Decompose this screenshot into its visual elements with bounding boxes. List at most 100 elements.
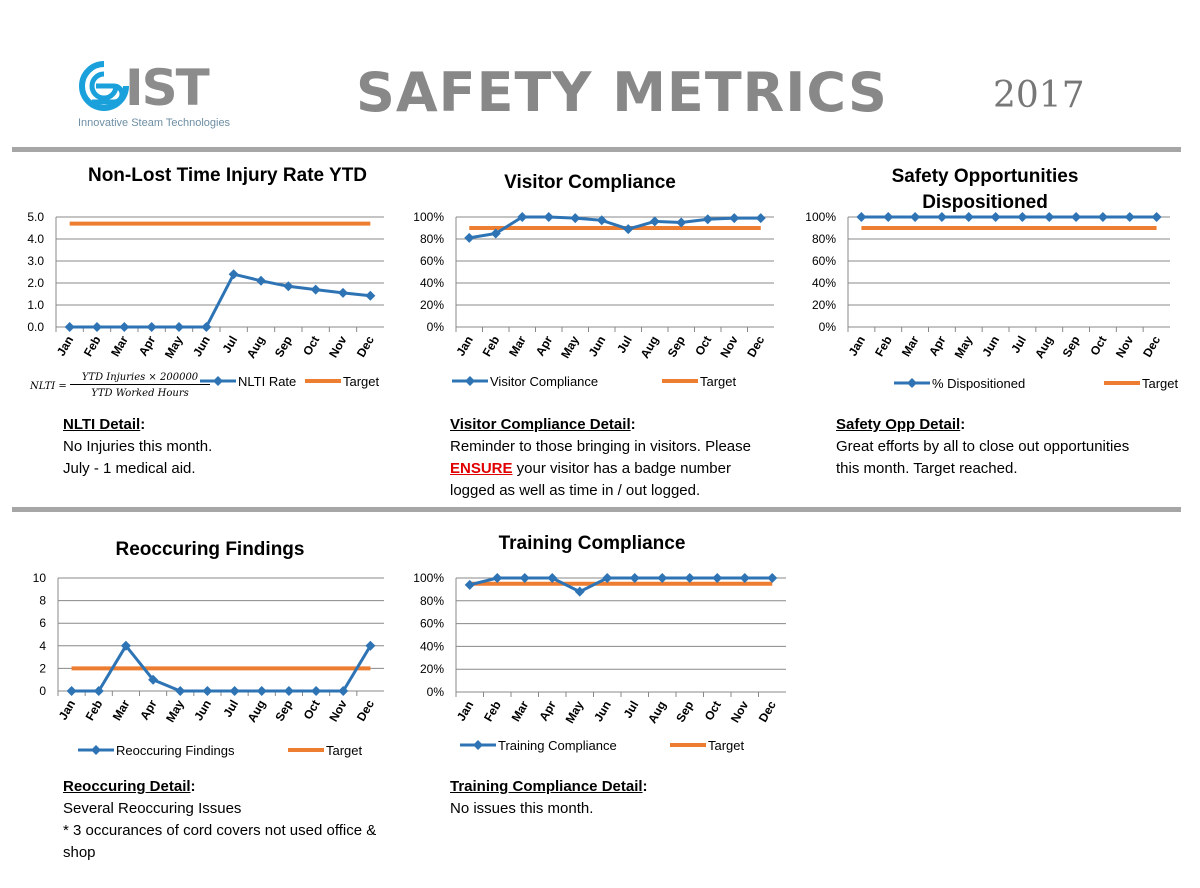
legend-label: Target [343, 374, 380, 389]
legend-label: NLTI Rate [238, 374, 296, 389]
data-point [684, 573, 695, 583]
data-point [338, 686, 349, 696]
legend-label: Target [326, 743, 363, 758]
legend-marker [213, 376, 223, 386]
legend-marker [465, 376, 475, 386]
section-divider [12, 507, 1181, 512]
data-point [148, 674, 159, 685]
detail-line: Great efforts by all to close out opport… [836, 438, 1130, 455]
data-point [1017, 212, 1028, 222]
x-tick-label: Feb [872, 334, 895, 359]
y-tick-label: 40% [420, 276, 444, 290]
data-point [311, 686, 322, 696]
y-tick-label: 60% [812, 254, 836, 268]
data-point [365, 640, 376, 651]
x-tick-label: Apr [137, 697, 160, 722]
y-tick-label: 0% [819, 320, 837, 334]
x-tick-label: Jan [453, 334, 475, 359]
x-tick-label: Dec [756, 698, 779, 724]
x-tick-label: Apr [533, 333, 556, 358]
data-point [574, 586, 585, 597]
reoccuring-findings-chart: 0 2 4 6 8 10 Jan Feb Mar Apr May Jun Jul Aug Sep Oct Nov… [33, 571, 384, 758]
x-tick-label: Nov [728, 698, 752, 725]
x-tick-label: Oct [301, 698, 323, 722]
data-point [519, 573, 530, 583]
x-tick-label: Sep [1060, 334, 1083, 360]
y-tick-label: 40% [420, 639, 444, 653]
x-tick-label: Feb [83, 698, 106, 723]
legend-label: Target [700, 374, 737, 389]
data-point [256, 686, 267, 696]
data-point [492, 573, 503, 583]
detail-line: July - 1 medical aid. [63, 460, 196, 477]
data-point [649, 216, 660, 227]
x-tick-label: Jan [56, 698, 78, 723]
data-point [629, 573, 640, 583]
y-tick-label: 100% [805, 210, 836, 224]
data-point [883, 212, 894, 222]
x-tick-label: Jul [614, 334, 635, 356]
y-tick-label: 4 [39, 639, 46, 653]
detail-line: shop [63, 844, 96, 861]
x-tick-label: Oct [692, 334, 714, 358]
y-tick-label: 5.0 [27, 210, 44, 224]
detail-heading: Reoccuring Detail: [63, 778, 196, 795]
y-tick-label: 60% [420, 254, 444, 268]
y-tick-label: 1.0 [27, 298, 44, 312]
x-tick-label: Jan [846, 334, 868, 359]
data-point [464, 232, 475, 243]
x-tick-label: Mar [899, 333, 922, 359]
x-tick-label: Mar [110, 697, 133, 723]
data-point [310, 284, 321, 295]
formula-lhs: NLTI = [30, 381, 67, 392]
x-tick-label: Apr [536, 698, 559, 723]
data-point [676, 217, 687, 228]
data-point [201, 322, 212, 332]
detail-line: No issues this month. [450, 800, 594, 817]
legend-label: Target [708, 738, 745, 753]
nlti-detail: NLTI Detail: No Injuries this month. Jul… [63, 414, 383, 480]
safety-detail: Safety Opp Detail: Great efforts by all … [836, 414, 1176, 480]
data-point [517, 212, 528, 222]
detail-heading: NLTI Detail: [63, 416, 146, 433]
x-tick-label: Sep [272, 334, 295, 360]
data-point [120, 640, 131, 651]
x-tick-label: Dec [744, 333, 767, 359]
y-tick-label: 6 [39, 616, 46, 630]
data-point [202, 686, 213, 696]
detail-line: ENSURE your visitor has a badge number [450, 460, 731, 477]
data-point [602, 573, 613, 583]
x-tick-label: Nov [1113, 333, 1137, 360]
y-tick-label: 0% [427, 685, 445, 699]
data-point [283, 686, 294, 696]
y-tick-label: 60% [420, 617, 444, 631]
logo-mark-icon [79, 61, 129, 111]
y-tick-label: 100% [413, 210, 444, 224]
data-point [256, 275, 266, 286]
formula-denominator: YTD Worked Hours [91, 388, 189, 399]
data-point [490, 228, 501, 239]
nlti-rate-chart: 0.0 1.0 2.0 3.0 4.0 5.0 Jan Feb Mar Apr May Jun Jul A… [27, 210, 384, 389]
x-tick-label: Mar [509, 698, 532, 724]
legend-label: Target [1142, 376, 1179, 391]
data-point [755, 213, 766, 224]
detail-heading: Safety Opp Detail: [836, 416, 966, 433]
training-detail: Training Compliance Detail: No issues th… [450, 776, 790, 820]
x-tick-label: Oct [1087, 334, 1109, 358]
x-tick-label: Apr [136, 333, 159, 358]
y-tick-label: 0 [39, 684, 46, 698]
x-tick-label: Feb [81, 334, 104, 359]
y-tick-label: 20% [420, 662, 444, 676]
legend-marker [907, 378, 917, 388]
data-point [1151, 212, 1162, 222]
x-tick-label: Jan [54, 334, 76, 359]
x-tick-label: May [563, 698, 587, 725]
x-tick-label: Nov [326, 333, 350, 360]
y-tick-label: 0.0 [27, 320, 44, 334]
detail-line: logged as well as time in / out logged. [450, 482, 701, 499]
visitor-compliance-chart: 0% 20% 40% 60% 80% 100% Jan Feb Mar Apr May Jun Jul A… [413, 210, 774, 389]
x-tick-label: Jun [190, 334, 213, 359]
x-tick-label: Jun [591, 699, 614, 724]
data-point [936, 212, 947, 222]
x-tick-label: Feb [481, 699, 504, 724]
